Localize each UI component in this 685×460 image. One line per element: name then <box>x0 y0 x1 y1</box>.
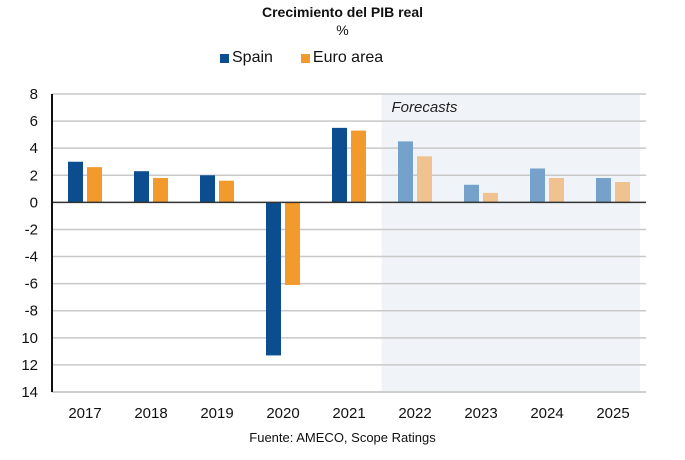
y-tick-label: 14 <box>21 384 38 401</box>
y-tick-label: 6 <box>30 113 38 130</box>
forecast-shading <box>381 94 640 392</box>
bar-euro-area-2024 <box>549 177 564 203</box>
bar-spain-2024 <box>530 168 545 203</box>
bar-spain-2020 <box>266 202 281 356</box>
source-note: Fuente: AMECO, Scope Ratings <box>249 430 436 445</box>
y-tick-label: -2 <box>25 221 38 238</box>
legend-item-euro-area: Euro area <box>300 49 384 67</box>
bar-euro-area-2018 <box>153 177 168 203</box>
legend-item-spain: Spain <box>220 49 273 67</box>
bar-spain-2021 <box>332 127 347 203</box>
bar-euro-area-2023 <box>483 192 498 203</box>
y-tick-label: -8 <box>25 303 38 320</box>
y-tick-label: -4 <box>25 249 38 266</box>
bar-spain-2018 <box>134 171 149 203</box>
y-tick-label: 2 <box>30 167 38 184</box>
x-tick-label: 2025 <box>596 405 629 422</box>
bar-euro-area-2021 <box>351 130 366 203</box>
bar-euro-area-2022 <box>417 156 432 203</box>
y-tick-label: 12 <box>21 357 38 374</box>
chart-title: Crecimiento del PIB real <box>261 4 424 20</box>
x-tick-label: 2019 <box>200 405 233 422</box>
x-tick-label: 2017 <box>68 405 101 422</box>
bar-spain-2025 <box>596 177 611 203</box>
x-tick-label: 2022 <box>398 405 431 422</box>
bar-euro-area-2019 <box>219 180 234 203</box>
legend-label-spain: Spain <box>232 49 273 66</box>
x-tick-label: 2018 <box>134 405 167 422</box>
legend-swatch-euro-area <box>300 53 310 63</box>
y-tick-label: -6 <box>25 276 38 293</box>
x-tick-label: 2023 <box>464 405 497 422</box>
x-tick-label: 2024 <box>530 405 563 422</box>
bar-spain-2019 <box>200 175 215 203</box>
legend: Spain Euro area <box>220 49 411 67</box>
y-tick-label: 8 <box>30 86 38 103</box>
x-tick-label: 2021 <box>332 405 365 422</box>
legend-label-euro-area: Euro area <box>312 49 384 66</box>
legend-swatch-spain <box>220 53 229 63</box>
x-tick-label: 2020 <box>266 405 299 422</box>
bar-spain-2017 <box>68 161 83 203</box>
y-tick-label: 4 <box>30 140 38 157</box>
forecast-label: Forecasts <box>392 99 458 116</box>
chart-subtitle: % <box>336 22 349 38</box>
bar-spain-2022 <box>398 141 413 203</box>
y-tick-label: 10 <box>21 330 38 347</box>
bar-euro-area-2020 <box>285 202 300 285</box>
y-tick-label: 0 <box>30 194 38 211</box>
bar-euro-area-2025 <box>615 182 630 203</box>
bar-euro-area-2017 <box>87 167 102 203</box>
bar-spain-2023 <box>464 184 479 203</box>
